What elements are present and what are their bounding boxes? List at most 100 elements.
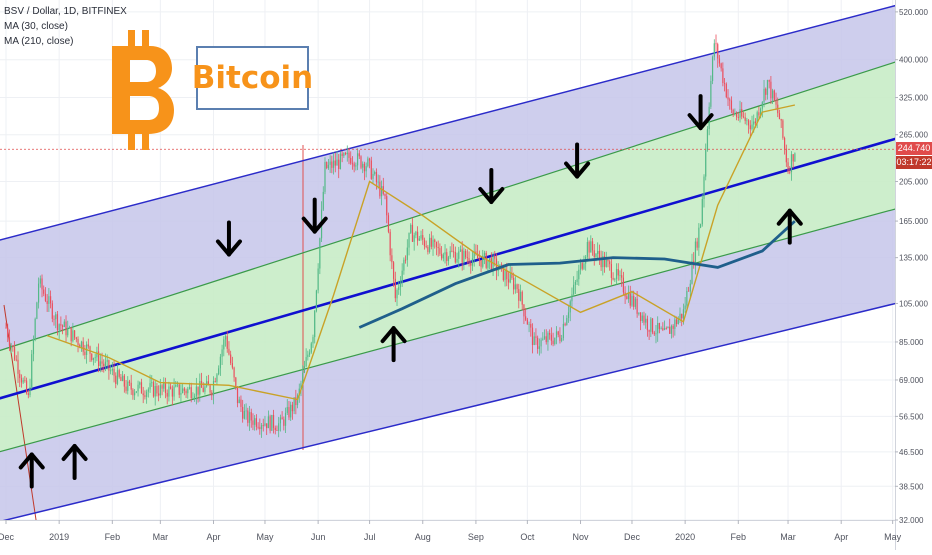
candle-body xyxy=(335,161,336,166)
candle-body xyxy=(381,186,382,196)
candle-body xyxy=(395,279,396,298)
candle-body xyxy=(643,316,644,323)
x-tick-label: 2019 xyxy=(49,532,69,542)
candle-body xyxy=(38,284,39,303)
candle-body xyxy=(444,252,445,254)
candle-body xyxy=(551,335,552,341)
candle-body xyxy=(712,57,713,81)
candle-body xyxy=(666,328,667,329)
candle-body xyxy=(470,263,471,265)
candle-body xyxy=(213,381,214,396)
bitcoin-b-icon xyxy=(108,30,174,150)
candle-body xyxy=(710,81,711,107)
candle-body xyxy=(35,319,36,339)
candle-body xyxy=(458,251,459,258)
candle-body xyxy=(786,149,787,163)
candle-body xyxy=(407,248,408,260)
x-tick-label: 2020 xyxy=(675,532,695,542)
candle-body xyxy=(698,228,699,248)
candle-body xyxy=(29,387,30,395)
candle-body xyxy=(230,355,231,364)
candle-body xyxy=(748,120,749,125)
candle-body xyxy=(518,289,519,301)
candle-body xyxy=(184,388,185,390)
candle-body xyxy=(167,393,168,397)
candle-body xyxy=(697,242,698,248)
candle-body xyxy=(182,388,183,393)
candle-body xyxy=(443,255,444,259)
candle-body xyxy=(84,352,85,355)
candle-body xyxy=(468,258,469,263)
candle-body xyxy=(148,389,149,391)
candle-body xyxy=(655,333,656,334)
candle-body xyxy=(189,387,190,389)
candle-body xyxy=(733,110,734,115)
candle-body xyxy=(91,354,92,360)
candle-body xyxy=(769,80,770,82)
candle-body xyxy=(589,242,590,253)
countdown-tag: 03:17:22 xyxy=(896,156,932,169)
candle-body xyxy=(136,391,137,392)
candle-body xyxy=(645,319,646,323)
candle-body xyxy=(348,153,349,158)
candle-body xyxy=(539,346,540,349)
candle-body xyxy=(479,259,480,260)
candle-body xyxy=(306,357,307,366)
candle-body xyxy=(146,392,147,397)
candle-body xyxy=(523,305,524,317)
candle-body xyxy=(309,352,310,354)
candle-body xyxy=(408,233,409,248)
x-tick-label: Dec xyxy=(624,532,641,542)
candle-body xyxy=(83,342,84,352)
symbol-title[interactable]: BSV / Dollar, 1D, BITFINEX xyxy=(4,4,127,19)
candle-body xyxy=(770,82,771,99)
candle-body xyxy=(172,389,173,397)
candle-body xyxy=(266,423,267,428)
candle-body xyxy=(216,374,217,381)
x-tick-label: Jun xyxy=(311,532,326,542)
candle-body xyxy=(739,109,740,118)
candle-body xyxy=(232,363,233,368)
candle-body xyxy=(662,328,663,330)
candle-body xyxy=(65,322,66,336)
candle-body xyxy=(564,324,565,325)
candle-body xyxy=(528,324,529,325)
candle-body xyxy=(763,89,764,102)
candle-body xyxy=(160,385,161,395)
candle-body xyxy=(727,97,728,99)
candle-body xyxy=(5,328,6,329)
candle-body xyxy=(637,299,638,314)
candle-body xyxy=(316,290,317,311)
candle-body xyxy=(125,387,126,391)
candle-body xyxy=(115,376,116,384)
candle-body xyxy=(69,327,70,328)
candle-body xyxy=(462,249,463,262)
candle-body xyxy=(261,425,262,429)
candle-body xyxy=(122,376,123,381)
candle-body xyxy=(215,381,216,382)
candle-body xyxy=(197,386,198,394)
candle-body xyxy=(616,269,617,279)
candle-body xyxy=(480,260,481,267)
candle-body xyxy=(424,240,425,246)
candle-body xyxy=(239,400,240,404)
candle-body xyxy=(258,427,259,428)
candle-body xyxy=(441,254,442,259)
candle-body xyxy=(95,357,96,358)
candle-body xyxy=(671,326,672,334)
candle-body xyxy=(707,129,708,150)
candle-body xyxy=(107,360,108,362)
candle-body xyxy=(402,271,403,283)
candle-body xyxy=(74,330,75,337)
candle-body xyxy=(144,395,145,397)
candle-body xyxy=(751,125,752,130)
candle-body xyxy=(364,164,365,171)
candle-body xyxy=(52,303,53,319)
candle-body xyxy=(290,405,291,418)
y-tick-label: 165.000 xyxy=(899,217,928,226)
candle-body xyxy=(765,89,766,95)
candle-body xyxy=(508,279,509,282)
candle-body xyxy=(714,43,715,56)
candle-body xyxy=(270,416,271,430)
candle-body xyxy=(659,323,660,329)
